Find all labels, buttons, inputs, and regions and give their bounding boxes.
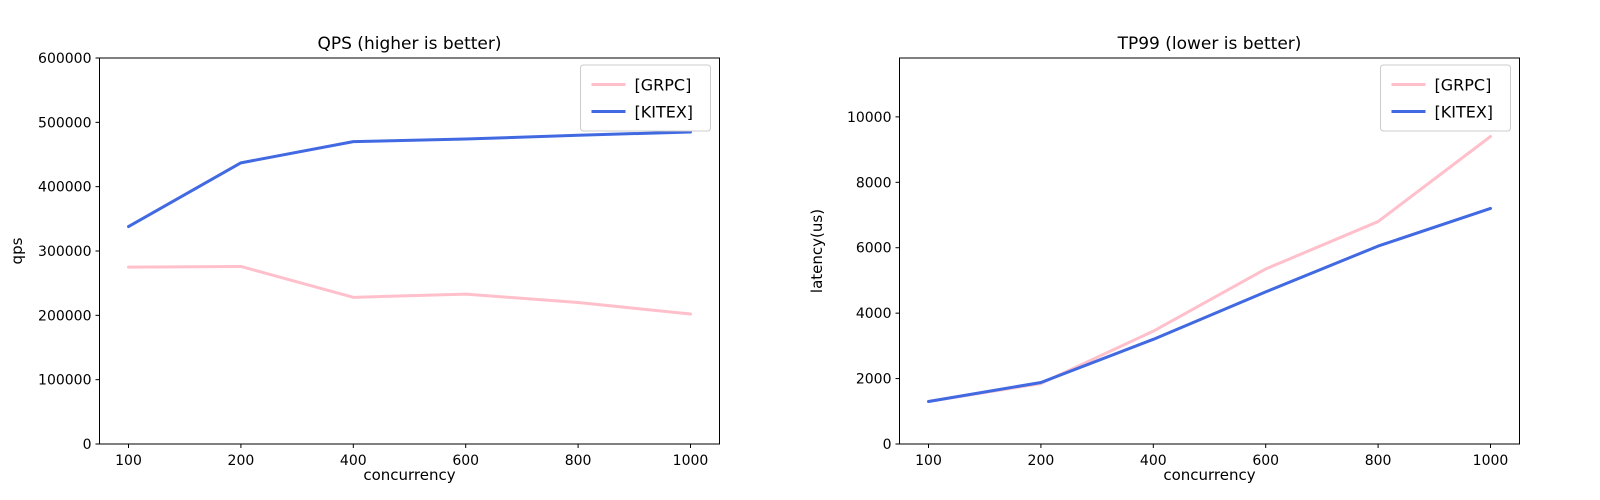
x-axis-label: concurrency [1163, 466, 1255, 484]
legend-box [1380, 64, 1511, 132]
y-tick-label: 0 [83, 437, 92, 453]
x-tick-label: 200 [1028, 453, 1055, 469]
y-tick-label: 10000 [847, 110, 892, 126]
y-tick-label: 4000 [856, 306, 892, 322]
kitex-line [127, 130, 692, 229]
x-tick-label: 800 [1365, 453, 1392, 469]
legend-label-kitex: [KITEX] [1435, 103, 1494, 122]
legend: [GRPC] [KITEX] [580, 64, 711, 132]
y-axis-label: latency(us) [808, 209, 826, 293]
x-tick-label: 400 [340, 453, 367, 469]
y-tick-label: 200000 [38, 308, 91, 324]
chart-qps: 0 100000 200000 300000 400000 500000 600000 100… [8, 34, 720, 484]
y-tick-label: 400000 [38, 180, 91, 196]
legend-label-grpc: [GRPC] [635, 76, 692, 95]
y-axis-label: qps [8, 237, 26, 264]
legend-label-kitex: [KITEX] [635, 103, 694, 122]
x-axis-label: concurrency [363, 466, 455, 484]
chart-title: QPS (higher is better) [317, 34, 501, 54]
y-tick-label: 0 [883, 437, 892, 453]
y-tick-label: 100000 [38, 373, 91, 389]
chart-tp99: 0 2000 4000 6000 8000 10000 100 200 400 600 800 100… [808, 34, 1520, 484]
grpc-line [127, 264, 692, 316]
y-tick-label: 500000 [38, 115, 91, 131]
legend: [GRPC] [KITEX] [1380, 64, 1511, 132]
legend-box [580, 64, 711, 132]
y-tick-label: 300000 [38, 244, 91, 260]
x-tick-label: 200 [228, 453, 255, 469]
y-tick-label: 8000 [856, 175, 892, 191]
y-tick-label: 2000 [856, 372, 892, 388]
x-tick-label: 1000 [1473, 453, 1509, 469]
x-tick-label: 100 [915, 453, 942, 469]
x-tick-label: 100 [115, 453, 142, 469]
x-tick-label: 600 [452, 453, 479, 469]
y-tick-label: 6000 [856, 241, 892, 257]
y-tick-label: 600000 [38, 51, 91, 67]
x-tick-label: 800 [565, 453, 592, 469]
plot-area [899, 57, 1520, 445]
kitex-line [927, 206, 1492, 403]
x-tick-label: 400 [1140, 453, 1167, 469]
chart-title: TP99 (lower is better) [1117, 34, 1302, 54]
x-tick-label: 1000 [673, 453, 709, 469]
grpc-line [927, 135, 1492, 403]
legend-label-grpc: [GRPC] [1435, 76, 1492, 95]
x-tick-label: 600 [1252, 453, 1279, 469]
